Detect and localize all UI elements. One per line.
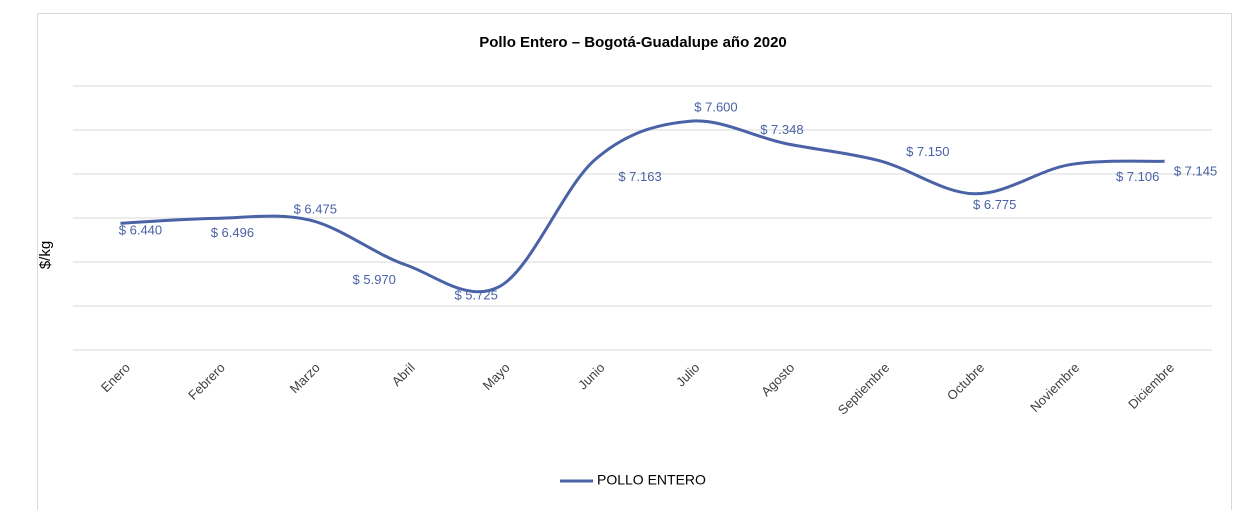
data-label: $ 6.775: [973, 197, 1016, 212]
data-label: $ 7.145: [1174, 164, 1217, 179]
data-label: $ 7.106: [1116, 169, 1159, 184]
data-label: $ 6.440: [119, 223, 162, 238]
data-label: $ 7.150: [906, 144, 949, 159]
data-label: $ 5.970: [353, 272, 396, 287]
data-line: [120, 119, 1165, 294]
data-label: $ 7.600: [694, 100, 737, 115]
y-axis-label: $/kg: [37, 241, 54, 269]
data-label: $ 5.725: [454, 288, 497, 303]
chart-title: Pollo Entero – Bogotá-Guadalupe año 2020: [479, 34, 787, 51]
data-label: $ 6.496: [211, 225, 254, 240]
data-label: $ 7.348: [760, 122, 803, 137]
data-label: $ 6.475: [294, 202, 337, 217]
legend-label: POLLO ENTERO: [597, 472, 706, 488]
data-label: $ 7.163: [618, 169, 661, 184]
